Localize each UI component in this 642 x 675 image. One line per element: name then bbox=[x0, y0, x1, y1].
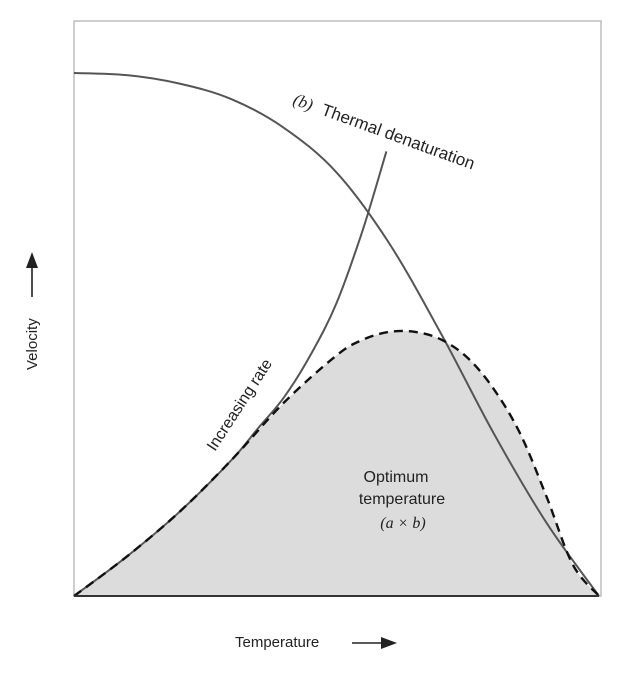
region-label-line1: Optimum bbox=[364, 469, 429, 486]
x-axis-label: Temperature bbox=[235, 634, 319, 651]
thermal-denaturation-curve bbox=[73, 72, 600, 597]
y-axis-label: Velocity bbox=[24, 318, 41, 370]
y-axis-arrow-icon bbox=[26, 252, 38, 297]
optimum-shaded-area bbox=[74, 330, 599, 596]
region-formula: (a × b) bbox=[380, 515, 425, 532]
x-axis-arrow-icon bbox=[352, 637, 397, 649]
product-curve-dashed bbox=[73, 329, 600, 597]
region-label-line2: temperature bbox=[359, 491, 445, 508]
